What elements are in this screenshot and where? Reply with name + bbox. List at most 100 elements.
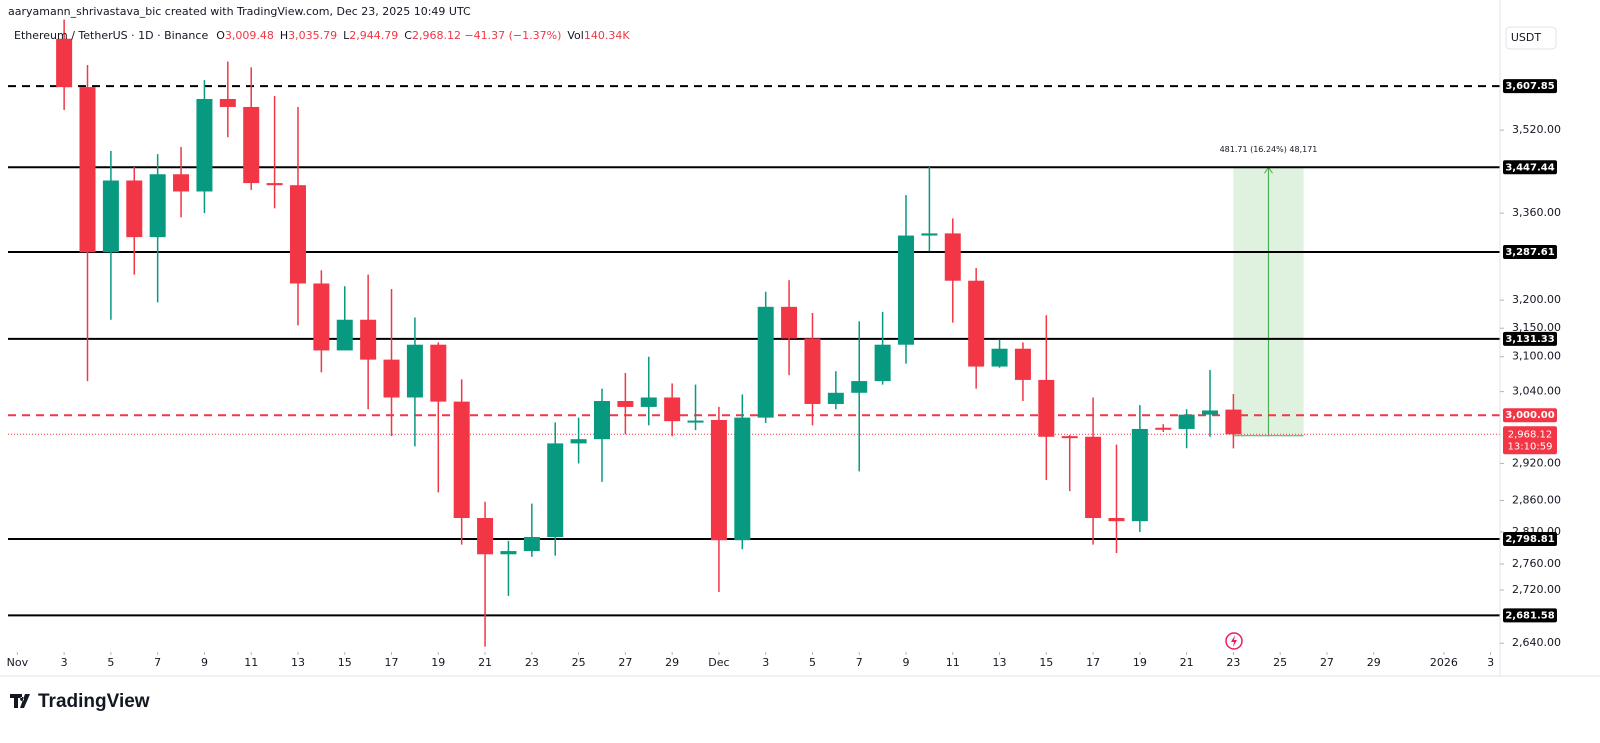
x-tick-label: 19 — [431, 656, 445, 669]
x-tick-label: 7 — [856, 656, 863, 669]
currency[interactable]: USDT — [1511, 31, 1542, 44]
candle-body — [149, 174, 166, 238]
x-tick-label: 29 — [665, 656, 679, 669]
candle-body — [640, 397, 657, 407]
candle-body — [453, 401, 470, 519]
candle-body — [56, 38, 73, 88]
candle-body — [196, 98, 213, 192]
x-tick-label: 21 — [1180, 656, 1194, 669]
candle-body — [921, 233, 938, 236]
x-tick-label: 5 — [809, 656, 816, 669]
candle-body — [173, 174, 190, 192]
candle-body — [1178, 414, 1195, 429]
candle-body — [1202, 410, 1219, 415]
y-tick-label: 2,640.00 — [1512, 636, 1561, 649]
level-label: 3,131.33 — [1505, 334, 1554, 345]
candle-body — [336, 319, 353, 351]
y-tick-label: 3,150.00 — [1512, 321, 1561, 334]
legend-value: 140.34K — [584, 29, 630, 42]
y-tick-label: 2,860.00 — [1512, 493, 1561, 506]
candle-body — [266, 183, 283, 186]
legend-key: L — [343, 29, 350, 42]
x-tick-label: 15 — [1039, 656, 1053, 669]
x-tick-label: 29 — [1367, 656, 1381, 669]
candle-body — [968, 280, 985, 367]
candle-body — [991, 348, 1008, 367]
level-label-box — [1503, 408, 1557, 423]
x-tick-label: 19 — [1133, 656, 1147, 669]
level-label-box — [1503, 331, 1557, 346]
candle-body — [1225, 409, 1242, 435]
legend-value: 2,944.79 — [349, 29, 398, 42]
x-tick-label: Dec — [708, 656, 729, 669]
candle-body — [102, 180, 119, 253]
candle-body — [827, 392, 844, 404]
last-price-label: 2,968.12 — [1508, 429, 1553, 440]
candle-body — [710, 419, 727, 541]
y-tick-label: 2,720.00 — [1512, 583, 1561, 596]
x-tick-label: 11 — [946, 656, 960, 669]
logo — [10, 694, 30, 708]
x-tick-label: 23 — [525, 656, 539, 669]
level-label-box — [1503, 608, 1557, 623]
candle-body — [664, 397, 681, 422]
plot-area — [8, 19, 1500, 647]
x-tick-label: 17 — [385, 656, 399, 669]
x-tick-label: 3 — [1487, 656, 1494, 669]
candle-body — [757, 306, 774, 418]
measure-label: 481.71 (16.24%) 48,171 — [1220, 145, 1318, 154]
y-tick-label: 2,920.00 — [1512, 456, 1561, 469]
level-label: 2,681.58 — [1505, 610, 1554, 621]
currency-box[interactable] — [1505, 26, 1557, 50]
x-tick-label: 3 — [61, 656, 68, 669]
candle-body — [804, 338, 821, 404]
legend-key: C — [404, 29, 412, 42]
candle-body — [734, 417, 751, 541]
countdown: 13:10:59 — [1508, 441, 1553, 452]
x-tick-label: Nov — [7, 656, 29, 669]
candle-body — [126, 180, 143, 238]
x-tick-label: 9 — [201, 656, 208, 669]
candle-body — [1061, 436, 1078, 439]
candle-body — [219, 98, 236, 107]
x-tick-label: 13 — [291, 656, 305, 669]
candle-body — [430, 344, 447, 402]
x-tick-label: 9 — [903, 656, 910, 669]
candle-body — [1085, 436, 1102, 519]
y-tick-label: 3,520.00 — [1512, 123, 1561, 136]
event-icon[interactable] — [1225, 632, 1243, 650]
legend-value: 3,035.79 — [288, 29, 337, 42]
x-tick-label: 23 — [1226, 656, 1240, 669]
x-tick-label: 25 — [572, 656, 586, 669]
x-tick-label: 5 — [107, 656, 114, 669]
level-label: 3,607.85 — [1505, 81, 1554, 92]
level-label-box — [1503, 79, 1557, 94]
y-tick-label: 3,100.00 — [1512, 350, 1561, 363]
y-tick-label: 3,360.00 — [1512, 206, 1561, 219]
candle-body — [243, 106, 260, 184]
candle-body — [1155, 427, 1172, 430]
candle-body — [313, 283, 330, 351]
candle-body — [1131, 428, 1148, 522]
candle-body — [289, 185, 306, 284]
candle-body — [477, 518, 494, 555]
legend-value: 2,968.12 −41.37 (−1.37%) — [412, 29, 561, 42]
x-tick-label: 27 — [618, 656, 632, 669]
x-tick-label: 27 — [1320, 656, 1334, 669]
legend-key: H — [280, 29, 288, 42]
brand: TradingView — [38, 691, 150, 712]
level-label-box — [1503, 244, 1557, 259]
candle-body — [570, 439, 587, 444]
candle-body — [874, 344, 891, 382]
x-tick-label: 11 — [244, 656, 258, 669]
level-label-box — [1503, 160, 1557, 175]
candle-body — [781, 306, 798, 339]
candle-body — [944, 233, 961, 281]
y-tick-label: 2,760.00 — [1512, 557, 1561, 570]
candle-body — [360, 319, 377, 360]
candle-body — [898, 235, 915, 345]
y-tick-label: 3,040.00 — [1512, 385, 1561, 398]
candle-body — [851, 381, 868, 393]
